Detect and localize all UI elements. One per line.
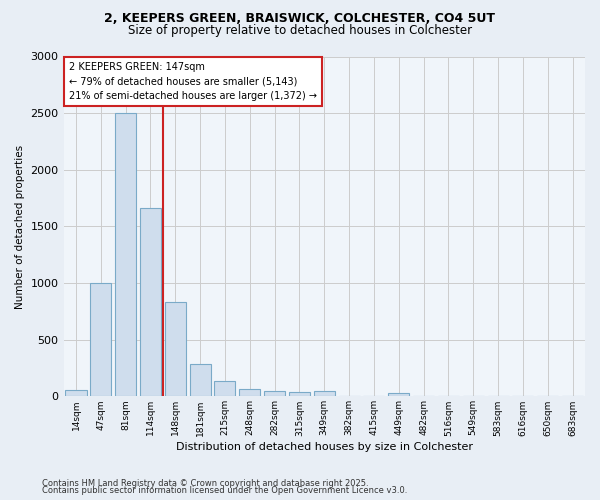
Bar xyxy=(388,393,409,396)
Bar xyxy=(239,389,260,396)
Text: 2, KEEPERS GREEN, BRAISWICK, COLCHESTER, CO4 5UT: 2, KEEPERS GREEN, BRAISWICK, COLCHESTER,… xyxy=(104,12,496,26)
Bar xyxy=(314,390,335,396)
Bar xyxy=(90,283,112,397)
Bar xyxy=(165,302,186,396)
Text: 2 KEEPERS GREEN: 147sqm
← 79% of detached houses are smaller (5,143)
21% of semi: 2 KEEPERS GREEN: 147sqm ← 79% of detache… xyxy=(69,62,317,101)
Bar xyxy=(65,390,86,396)
Bar xyxy=(214,380,235,396)
Bar xyxy=(115,113,136,397)
Bar xyxy=(289,392,310,396)
Text: Size of property relative to detached houses in Colchester: Size of property relative to detached ho… xyxy=(128,24,472,37)
Bar xyxy=(190,364,211,396)
Text: Contains public sector information licensed under the Open Government Licence v3: Contains public sector information licen… xyxy=(42,486,407,495)
Bar xyxy=(264,390,285,396)
X-axis label: Distribution of detached houses by size in Colchester: Distribution of detached houses by size … xyxy=(176,442,473,452)
Y-axis label: Number of detached properties: Number of detached properties xyxy=(15,144,25,308)
Text: Contains HM Land Registry data © Crown copyright and database right 2025.: Contains HM Land Registry data © Crown c… xyxy=(42,478,368,488)
Bar xyxy=(140,208,161,396)
